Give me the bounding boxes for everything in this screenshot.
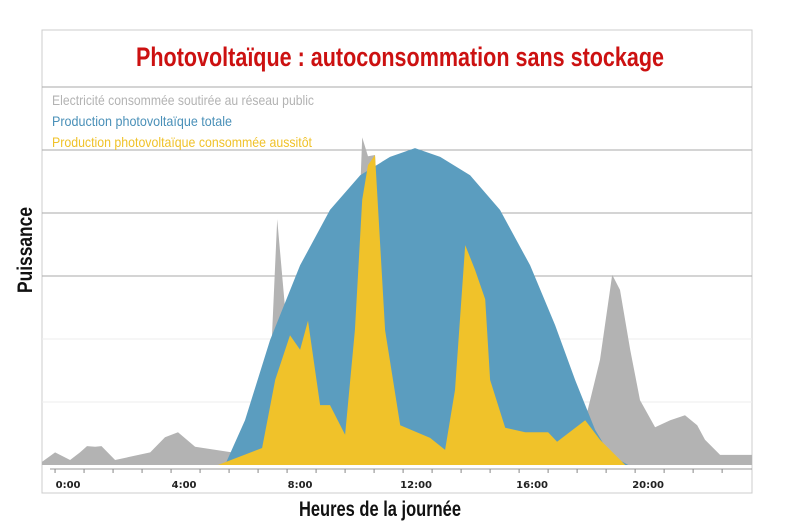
x-tick-label: 0:00	[56, 480, 81, 491]
x-axis-label: Heures de la journée	[299, 498, 461, 521]
x-tick-label: 16:00	[516, 480, 548, 491]
legend-item-total: Production photovoltaïque totale	[52, 113, 232, 129]
legend-item-self: Production photovoltaïque consommée auss…	[52, 134, 312, 150]
x-tick-label: 20:00	[632, 480, 664, 491]
legend-item-grid: Electricité consommée soutirée au réseau…	[52, 92, 314, 108]
area-grid-consumption	[42, 137, 752, 465]
series-areas	[42, 137, 752, 465]
x-tick-label: 8:00	[288, 480, 313, 491]
x-tick-label: 12:00	[400, 480, 432, 491]
y-axis-label: Puissance	[14, 207, 37, 293]
x-ticks: 0:00 4:00 8:00 12:00 16:00 20:00	[54, 469, 723, 491]
area-pv-self-consumed	[218, 155, 626, 465]
chart-title: Photovoltaïque : autoconsommation sans s…	[136, 42, 664, 72]
x-tick-label: 4:00	[172, 480, 197, 491]
area-pv-total	[225, 148, 629, 465]
